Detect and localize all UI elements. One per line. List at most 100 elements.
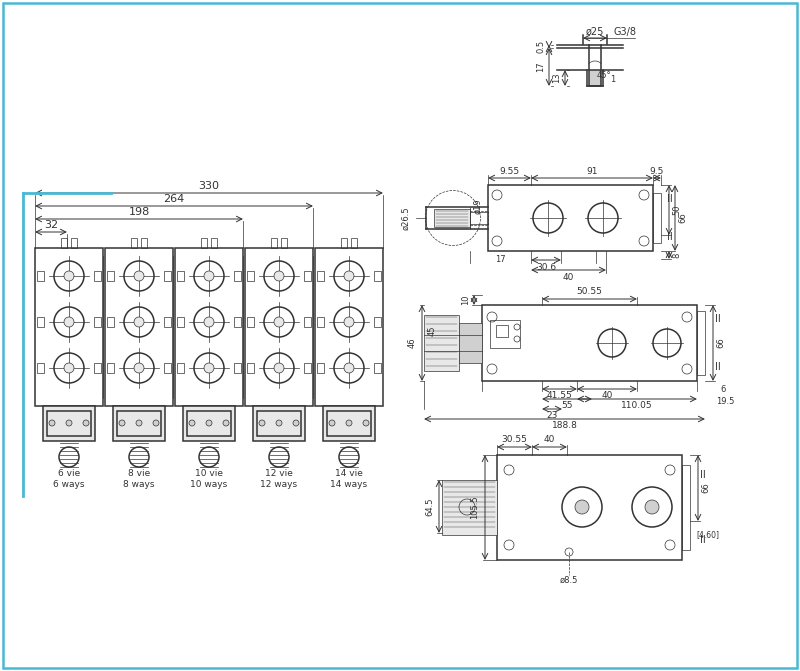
Bar xyxy=(94,317,101,327)
Circle shape xyxy=(134,271,144,281)
Bar xyxy=(490,320,520,348)
Bar xyxy=(304,317,311,327)
Text: 1: 1 xyxy=(610,76,616,85)
Bar xyxy=(682,465,690,550)
Text: 32: 32 xyxy=(44,220,58,230)
Bar xyxy=(434,209,470,227)
Text: ø19: ø19 xyxy=(474,198,482,214)
Bar xyxy=(164,271,171,281)
Text: 14 vie
14 ways: 14 vie 14 ways xyxy=(330,469,367,488)
Bar xyxy=(234,363,241,373)
Circle shape xyxy=(344,317,354,327)
Text: G3/8: G3/8 xyxy=(613,27,636,37)
Bar xyxy=(271,238,277,248)
Text: 91: 91 xyxy=(586,166,598,176)
Bar xyxy=(304,363,311,373)
Bar xyxy=(257,411,301,436)
Bar xyxy=(234,317,241,327)
Text: 105.5: 105.5 xyxy=(470,496,479,519)
Bar xyxy=(374,317,381,327)
Circle shape xyxy=(329,420,335,426)
Bar xyxy=(107,363,114,373)
Bar xyxy=(47,411,91,436)
Bar xyxy=(61,238,67,248)
Text: 6: 6 xyxy=(720,384,726,393)
Text: 17: 17 xyxy=(494,254,506,264)
Text: 0.5: 0.5 xyxy=(537,40,546,53)
Bar xyxy=(71,238,77,248)
Text: 188.8: 188.8 xyxy=(551,421,578,431)
Bar xyxy=(94,271,101,281)
Text: [4.60]: [4.60] xyxy=(697,531,719,539)
Circle shape xyxy=(204,363,214,373)
Circle shape xyxy=(64,271,74,281)
Text: II: II xyxy=(667,232,673,242)
Bar xyxy=(37,271,44,281)
Text: ø8.5: ø8.5 xyxy=(560,576,578,584)
Text: 9.55: 9.55 xyxy=(499,166,519,176)
Circle shape xyxy=(153,420,159,426)
Circle shape xyxy=(575,500,589,514)
Text: 41.55: 41.55 xyxy=(546,391,572,401)
Text: 198: 198 xyxy=(128,207,150,217)
Bar xyxy=(374,271,381,281)
Bar xyxy=(201,238,207,248)
Bar xyxy=(37,363,44,373)
Bar xyxy=(470,211,488,225)
Circle shape xyxy=(344,271,354,281)
Text: 55: 55 xyxy=(562,401,573,411)
Bar xyxy=(496,325,508,337)
Circle shape xyxy=(259,420,265,426)
Text: 10 vie
10 ways: 10 vie 10 ways xyxy=(190,469,228,488)
Bar xyxy=(351,238,357,248)
Bar xyxy=(317,363,324,373)
Circle shape xyxy=(64,317,74,327)
Circle shape xyxy=(274,271,284,281)
Circle shape xyxy=(64,363,74,373)
Bar xyxy=(177,271,184,281)
Text: 8 vie
8 ways: 8 vie 8 ways xyxy=(123,469,154,488)
Bar xyxy=(247,363,254,373)
Text: 50.55: 50.55 xyxy=(577,287,602,297)
Circle shape xyxy=(136,420,142,426)
Circle shape xyxy=(363,420,369,426)
Text: 30.55: 30.55 xyxy=(502,435,527,444)
Bar xyxy=(113,406,165,441)
Text: II: II xyxy=(715,362,721,372)
Text: 40: 40 xyxy=(563,272,574,282)
Circle shape xyxy=(274,363,284,373)
Circle shape xyxy=(206,420,212,426)
Bar xyxy=(183,406,235,441)
Bar xyxy=(94,363,101,373)
Text: ø25: ø25 xyxy=(586,27,604,37)
Text: 13: 13 xyxy=(553,72,562,83)
Bar xyxy=(697,311,705,375)
Text: 40: 40 xyxy=(602,391,613,401)
Bar xyxy=(323,406,375,441)
Bar xyxy=(304,271,311,281)
Bar xyxy=(234,271,241,281)
Circle shape xyxy=(83,420,89,426)
Circle shape xyxy=(344,363,354,373)
Circle shape xyxy=(49,420,55,426)
Circle shape xyxy=(346,420,352,426)
Circle shape xyxy=(66,420,72,426)
Text: 17: 17 xyxy=(537,62,546,72)
Text: 6 vie
6 ways: 6 vie 6 ways xyxy=(54,469,85,488)
Text: 9.5: 9.5 xyxy=(650,166,664,176)
Text: 23: 23 xyxy=(546,411,558,421)
Bar xyxy=(653,193,661,243)
Circle shape xyxy=(293,420,299,426)
Bar xyxy=(177,363,184,373)
Text: 8: 8 xyxy=(673,252,682,258)
Bar xyxy=(247,317,254,327)
Bar xyxy=(497,455,682,560)
Bar xyxy=(341,238,347,248)
Text: 46: 46 xyxy=(407,338,417,348)
Bar xyxy=(107,317,114,327)
Text: 66: 66 xyxy=(702,482,710,493)
Bar xyxy=(105,248,173,406)
Bar xyxy=(187,411,231,436)
Bar xyxy=(281,238,287,248)
Text: 45°: 45° xyxy=(597,70,611,79)
